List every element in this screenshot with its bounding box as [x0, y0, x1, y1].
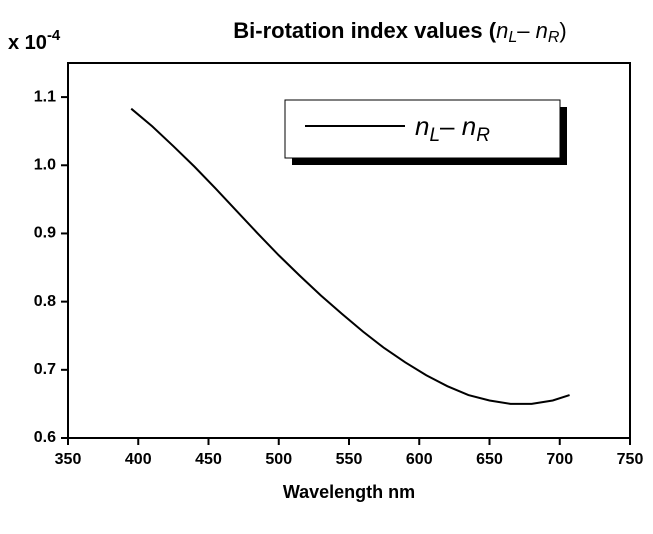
x-tick-label: 550 — [336, 451, 363, 468]
x-tick-label: 400 — [125, 451, 152, 468]
y-scale-exp: -4 — [47, 27, 61, 44]
legend-box — [284, 99, 561, 159]
title-part: n — [496, 18, 508, 43]
x-tick-label: 650 — [476, 451, 503, 468]
title-part: L — [508, 29, 517, 46]
y-tick-label: 0.8 — [34, 293, 56, 310]
legend-part: n — [462, 111, 476, 141]
y-tick-label: 1.0 — [34, 156, 56, 173]
legend-label: nL– nR — [415, 111, 490, 146]
y-tick-label: 0.7 — [34, 361, 56, 378]
y-tick-label: 0.6 — [34, 429, 56, 446]
title-part: n — [536, 18, 548, 43]
title-part: Bi-rotation index values ( — [233, 18, 496, 43]
legend-part: – — [440, 111, 462, 141]
x-tick-label: 500 — [265, 451, 292, 468]
legend-part: n — [415, 111, 429, 141]
x-tick-label: 350 — [55, 451, 82, 468]
x-tick-label: 600 — [406, 451, 433, 468]
x-tick-label: 700 — [546, 451, 573, 468]
x-tick-label: 750 — [617, 451, 644, 468]
title-part: R — [548, 29, 560, 46]
title-part: – — [517, 18, 535, 43]
data-line — [130, 107, 570, 405]
legend-part: L — [429, 125, 440, 146]
y-tick-label: 1.1 — [34, 88, 56, 105]
y-scale-label: x 10-4 — [8, 27, 61, 54]
x-tick-label: 450 — [195, 451, 222, 468]
title-part: ) — [559, 18, 566, 43]
chart-title: Bi-rotation index values (nL– nR) — [233, 18, 566, 46]
y-tick-label: 0.9 — [34, 225, 56, 242]
legend-part: R — [476, 125, 490, 146]
y-scale-base: x 10 — [8, 32, 47, 54]
x-axis-label: Wavelength nm — [283, 482, 415, 502]
